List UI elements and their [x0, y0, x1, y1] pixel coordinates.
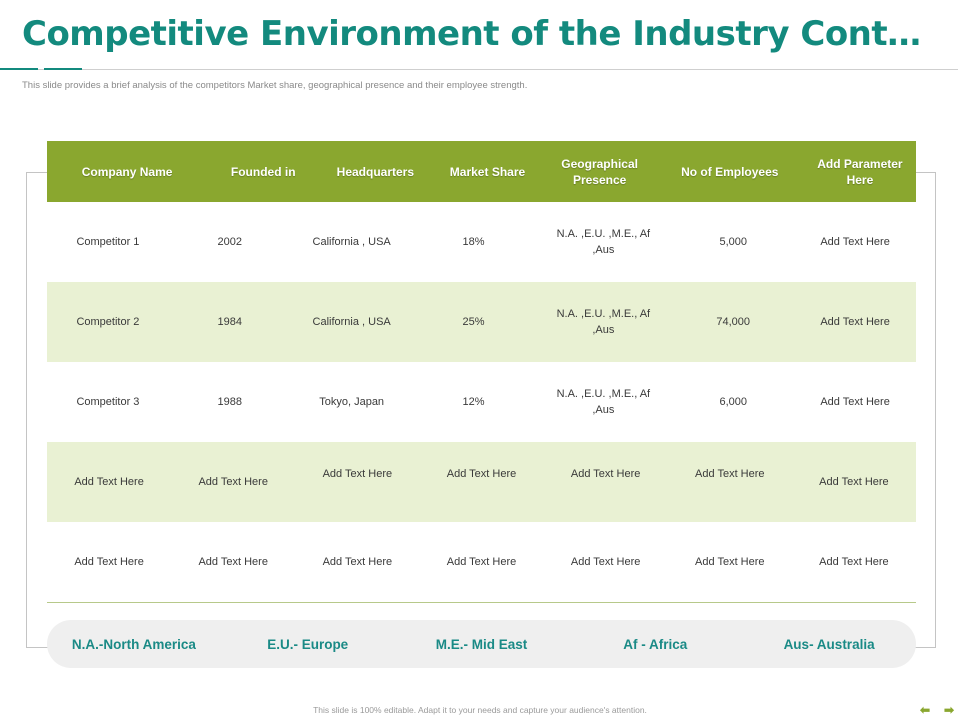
table-cell: Add Text Here [570, 468, 641, 480]
table-cell: Add Text Here [322, 468, 393, 480]
table-header-row: Company Name Founded in Headquarters Mar… [47, 141, 916, 202]
title-divider [0, 69, 958, 70]
legend-item-north-america: N.A.-North America [71, 636, 196, 652]
table-cell: Add Text Here [819, 476, 889, 488]
slide-subtitle: This slide provides a brief analysis of … [22, 80, 528, 91]
table-cell: California , USA [312, 316, 391, 328]
header-no-of-employees: No of Employees [681, 164, 779, 179]
table-row: Add Text Here Add Text Here Add Text Her… [47, 442, 916, 522]
table-row: Add Text Here Add Text Here Add Text Her… [47, 522, 916, 602]
table-cell: Add Text Here [820, 316, 890, 328]
table-cell: 18% [462, 236, 485, 248]
table-cell: California , USA [312, 236, 391, 248]
table-cell: Tokyo, Japan [319, 396, 385, 408]
table-cell: Add Text Here [322, 556, 393, 568]
legend-item-europe: E.U.- Europe [267, 636, 349, 652]
table-cell: 6,000 [719, 396, 747, 408]
table-cell: Competitor 3 [76, 396, 140, 408]
title-accent-left [0, 68, 38, 70]
table-cell: Add Text Here [74, 476, 144, 488]
header-add-parameter: Add Parameter Here [817, 156, 903, 187]
table-row: Competitor 3 1988 Tokyo, Japan 12% N.A. … [47, 362, 916, 442]
table-row: Competitor 2 1984 California , USA 25% N… [47, 282, 916, 362]
table-cell: N.A. ,E.U. ,M.E., Af ,Aus [556, 228, 651, 256]
table-cell: Add Text Here [446, 468, 517, 480]
table-cell: 74,000 [716, 316, 751, 328]
title-accent-right [44, 68, 82, 70]
header-founded-in: Founded in [230, 164, 296, 179]
table-cell: 1984 [217, 316, 243, 328]
table-cell: Add Text Here [198, 476, 268, 488]
slide-title: Competitive Environment of the Industry … [22, 14, 921, 54]
legend-item-africa: Af - Africa [623, 636, 688, 652]
table-cell: 25% [462, 316, 485, 328]
table-cell: Add Text Here [819, 556, 889, 568]
table-cell: 2002 [217, 236, 243, 248]
slide-footer: This slide is 100% editable. Adapt it to… [313, 705, 647, 715]
table-cell: Add Text Here [695, 556, 765, 568]
competitor-table: Company Name Founded in Headquarters Mar… [47, 141, 916, 603]
table-cell: Competitor 2 [76, 316, 140, 328]
table-cell: N.A. ,E.U. ,M.E., Af ,Aus [556, 308, 651, 336]
header-geographical-presence: Geographical Presence [561, 156, 638, 187]
table-cell: Competitor 1 [76, 236, 140, 248]
table-cell: 12% [462, 396, 485, 408]
table-row: Competitor 1 2002 California , USA 18% N… [47, 202, 916, 282]
table-cell: Add Text Here [695, 468, 765, 480]
table-cell: 5,000 [719, 236, 747, 248]
table-cell: Add Text Here [570, 556, 641, 568]
header-company-name: Company Name [81, 164, 173, 179]
table-cell: Add Text Here [446, 556, 517, 568]
table-cell: Add Text Here [820, 396, 890, 408]
arrow-right-icon[interactable]: ➡ [944, 703, 955, 717]
header-headquarters: Headquarters [336, 164, 415, 179]
abbreviation-legend: N.A.-North America E.U.- Europe M.E.- Mi… [47, 620, 916, 668]
table-cell: Add Text Here [74, 556, 144, 568]
arrow-left-icon[interactable]: ⬅ [920, 703, 931, 717]
table-cell: 1988 [217, 396, 243, 408]
table-cell: Add Text Here [198, 556, 268, 568]
legend-item-australia: Aus- Australia [783, 636, 875, 652]
header-market-share: Market Share [449, 164, 526, 179]
legend-item-mid-east: M.E.- Mid East [435, 636, 528, 652]
table-cell: N.A. ,E.U. ,M.E., Af ,Aus [556, 388, 651, 416]
table-cell: Add Text Here [820, 236, 890, 248]
table-bottom-rule [47, 602, 916, 603]
